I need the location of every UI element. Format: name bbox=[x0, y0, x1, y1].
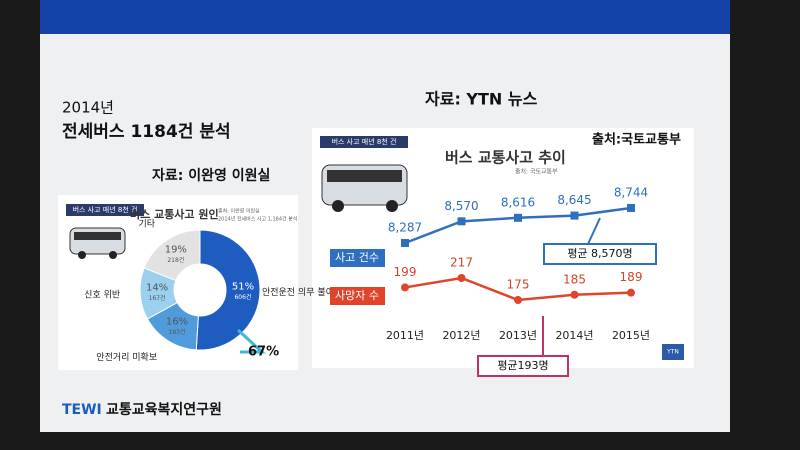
bus-icon bbox=[321, 164, 408, 212]
line-subtitle: 출처: 국토교통부 bbox=[515, 168, 558, 176]
value-label: 189 bbox=[620, 270, 643, 284]
pie-slice bbox=[143, 229, 201, 282]
point bbox=[401, 239, 409, 247]
bus-icon bbox=[69, 227, 126, 259]
line-badge-bg bbox=[320, 136, 408, 148]
pie-slice bbox=[195, 229, 261, 351]
footer-logo: TEWI bbox=[62, 402, 102, 418]
x-tick-label: 2014년 bbox=[555, 329, 593, 342]
value-label: 185 bbox=[563, 272, 586, 286]
annotation: 평균193명 bbox=[497, 359, 548, 372]
pie-badge: 버스 사고 매년 8천 건 bbox=[73, 205, 138, 214]
value-label: 51% bbox=[232, 281, 254, 292]
point bbox=[627, 204, 635, 212]
pie-note: 출처: 이완영 의원실 bbox=[218, 208, 260, 215]
point bbox=[401, 283, 409, 292]
value-label: 175 bbox=[507, 278, 530, 292]
value-label: 199 bbox=[394, 265, 417, 279]
year: 2014년 bbox=[62, 99, 114, 117]
value-label: 8,570 bbox=[444, 199, 478, 213]
annotation-box bbox=[543, 243, 657, 265]
slide-header-band bbox=[40, 0, 730, 34]
annotation: 67% bbox=[248, 345, 279, 360]
value-label: 217 bbox=[450, 256, 473, 270]
value-label: 14% bbox=[146, 283, 168, 294]
x-tick-label: 2013년 bbox=[499, 329, 537, 342]
logo-bg bbox=[662, 344, 684, 360]
point bbox=[457, 274, 466, 282]
value-label: 8,616 bbox=[501, 195, 535, 209]
x-tick-label: 2012년 bbox=[442, 329, 480, 342]
value-label: 8,287 bbox=[388, 221, 422, 235]
category-label: 안전거리 미확보 bbox=[96, 351, 157, 363]
category-label: 안전운전 의무 불이행 bbox=[262, 286, 342, 298]
count-label: 193건 bbox=[168, 328, 185, 336]
category-label: 기타 bbox=[138, 218, 155, 229]
count-label: 606건 bbox=[234, 293, 251, 301]
count-label: 218건 bbox=[167, 256, 184, 264]
point bbox=[457, 217, 466, 226]
annotation: 평균 8,570명 bbox=[567, 247, 632, 260]
annotation-box bbox=[477, 355, 569, 377]
x-tick-label: 2011년 bbox=[386, 329, 424, 342]
pie-badge-bg bbox=[66, 204, 144, 216]
value-label: 8,645 bbox=[557, 193, 591, 207]
point bbox=[514, 296, 522, 304]
footer-org: 교통교육복지연구원 bbox=[106, 402, 222, 418]
point bbox=[570, 211, 579, 220]
annotation-bracket bbox=[236, 328, 266, 354]
source: 자료: YTN 뉴스 bbox=[425, 90, 538, 109]
category-label: 신호 위반 bbox=[84, 290, 120, 301]
value-label: 19% bbox=[165, 244, 187, 255]
line-badge: 버스 사고 매년 8천 건 bbox=[332, 137, 397, 146]
logo: YTN bbox=[666, 349, 679, 356]
line-title: 버스 교통사고 추이 bbox=[445, 149, 566, 167]
legend-box bbox=[330, 287, 385, 305]
pie-source: 자료: 이완영 이원실 bbox=[152, 167, 270, 184]
annotation-pointer bbox=[587, 217, 601, 245]
legend-label: 사고 건수 bbox=[335, 251, 379, 264]
point bbox=[627, 288, 635, 297]
count-label: 167건 bbox=[149, 294, 166, 302]
pie-title: 버스 교통사고 원인 bbox=[130, 207, 219, 221]
legend-label: 사망자 수 bbox=[335, 289, 379, 302]
value-label: 16% bbox=[166, 316, 188, 327]
legend-box bbox=[330, 249, 385, 267]
value-label: 8,744 bbox=[614, 186, 648, 200]
point bbox=[570, 290, 579, 299]
heading: 전세버스 1184건 분석 bbox=[62, 122, 231, 142]
point bbox=[514, 213, 522, 222]
x-tick-label: 2015년 bbox=[612, 329, 650, 342]
line-source: 출처:국토교통부 bbox=[592, 132, 681, 148]
pie-note: 2014년 전세버스 사고 1,184건 분석 bbox=[218, 216, 297, 223]
